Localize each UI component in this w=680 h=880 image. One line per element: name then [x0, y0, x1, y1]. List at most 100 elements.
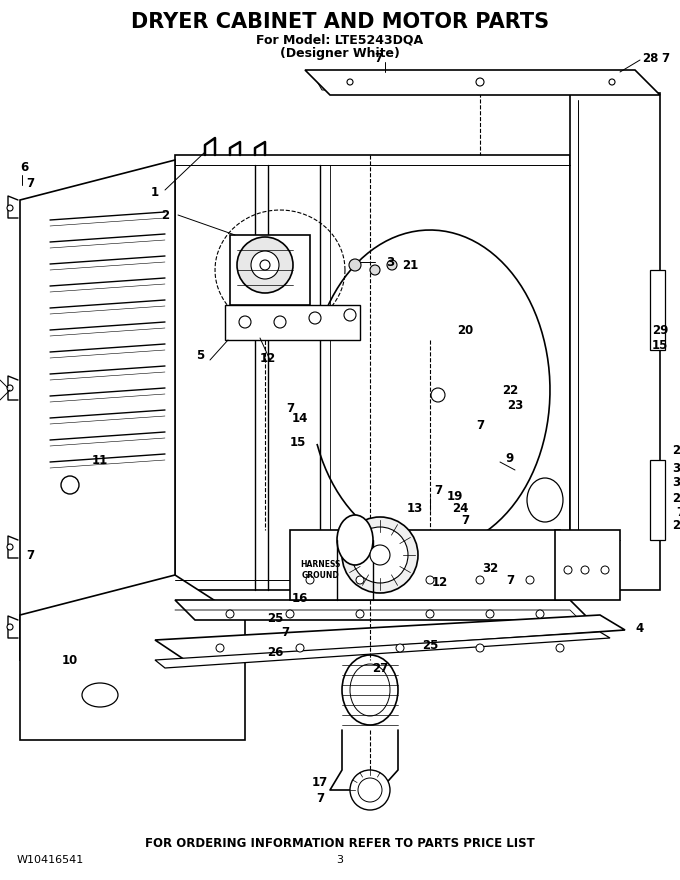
Text: 16: 16 [292, 591, 308, 605]
Text: 2: 2 [161, 209, 169, 222]
Text: 31: 31 [672, 475, 680, 488]
Circle shape [342, 517, 418, 593]
Circle shape [536, 610, 544, 618]
Circle shape [306, 576, 314, 584]
Text: 32: 32 [482, 561, 498, 575]
Text: 7: 7 [476, 419, 484, 431]
Text: FOR ORDERING INFORMATION REFER TO PARTS PRICE LIST: FOR ORDERING INFORMATION REFER TO PARTS … [145, 837, 535, 849]
Text: 15: 15 [290, 436, 306, 449]
Circle shape [370, 265, 380, 275]
Text: 25: 25 [672, 492, 680, 504]
Circle shape [601, 566, 609, 574]
Text: W10416541: W10416541 [16, 855, 84, 865]
Text: 7: 7 [26, 177, 34, 189]
Text: 7: 7 [374, 52, 382, 64]
Text: 1: 1 [151, 186, 159, 199]
Text: 7: 7 [661, 52, 669, 64]
Text: 25: 25 [422, 639, 438, 651]
Circle shape [426, 576, 434, 584]
Ellipse shape [337, 515, 373, 565]
Circle shape [239, 316, 251, 328]
Circle shape [476, 644, 484, 652]
Text: 7: 7 [676, 505, 680, 518]
Text: 6: 6 [20, 160, 28, 173]
Circle shape [309, 312, 321, 324]
Polygon shape [555, 530, 620, 600]
Text: For Model: LTE5243DQA: For Model: LTE5243DQA [256, 33, 424, 47]
Text: 9: 9 [506, 451, 514, 465]
Polygon shape [175, 600, 590, 620]
Text: 7: 7 [286, 401, 294, 414]
Circle shape [609, 79, 615, 85]
Text: 5: 5 [196, 348, 204, 362]
Circle shape [426, 610, 434, 618]
Text: 11: 11 [92, 453, 108, 466]
Circle shape [347, 79, 353, 85]
Text: 4: 4 [636, 621, 644, 634]
Circle shape [356, 610, 364, 618]
Text: 3: 3 [386, 255, 394, 268]
Text: 7: 7 [506, 574, 514, 586]
Text: 3: 3 [337, 855, 343, 865]
Circle shape [286, 610, 294, 618]
Circle shape [216, 644, 224, 652]
Bar [650, 270, 665, 350]
Circle shape [7, 544, 13, 550]
Circle shape [486, 610, 494, 618]
Text: HARNESS
GROUND: HARNESS GROUND [300, 561, 340, 580]
Text: (Designer White): (Designer White) [280, 47, 400, 60]
Text: 25: 25 [672, 518, 680, 532]
Ellipse shape [350, 664, 390, 716]
Text: 25: 25 [267, 612, 283, 625]
Circle shape [226, 610, 234, 618]
Ellipse shape [527, 478, 563, 522]
Polygon shape [175, 155, 570, 590]
Polygon shape [155, 632, 610, 668]
Circle shape [431, 388, 445, 402]
Circle shape [7, 385, 13, 391]
Ellipse shape [342, 655, 398, 725]
Text: 15: 15 [652, 339, 668, 351]
Circle shape [274, 316, 286, 328]
Circle shape [356, 576, 364, 584]
Text: 26: 26 [267, 646, 283, 658]
Polygon shape [230, 235, 310, 305]
Circle shape [61, 476, 79, 494]
Text: 7: 7 [461, 514, 469, 526]
Polygon shape [290, 530, 560, 600]
Ellipse shape [82, 683, 118, 707]
Text: 21: 21 [402, 259, 418, 272]
Circle shape [476, 576, 484, 584]
Text: 20: 20 [457, 324, 473, 336]
Text: 7: 7 [316, 791, 324, 804]
Circle shape [251, 251, 279, 279]
Circle shape [352, 527, 408, 583]
Circle shape [581, 566, 589, 574]
Text: 10: 10 [62, 654, 78, 666]
Circle shape [370, 545, 390, 565]
Text: 17: 17 [312, 775, 328, 788]
Circle shape [358, 778, 382, 802]
Text: 7: 7 [281, 626, 289, 639]
Circle shape [556, 644, 564, 652]
Circle shape [564, 566, 572, 574]
Polygon shape [20, 575, 245, 740]
Text: 12: 12 [260, 351, 276, 364]
Text: 28: 28 [642, 52, 658, 64]
Text: 23: 23 [507, 399, 523, 412]
Polygon shape [225, 305, 360, 340]
Circle shape [7, 624, 13, 630]
Text: 7: 7 [26, 548, 34, 561]
Text: 30: 30 [672, 461, 680, 474]
Bar [650, 460, 665, 540]
Text: 27: 27 [372, 662, 388, 674]
Polygon shape [570, 93, 660, 590]
Circle shape [260, 260, 270, 270]
Text: 12: 12 [432, 576, 448, 589]
Circle shape [7, 205, 13, 211]
Text: 22: 22 [502, 384, 518, 397]
Circle shape [349, 259, 361, 271]
Circle shape [396, 644, 404, 652]
Circle shape [350, 770, 390, 810]
Circle shape [237, 237, 293, 293]
